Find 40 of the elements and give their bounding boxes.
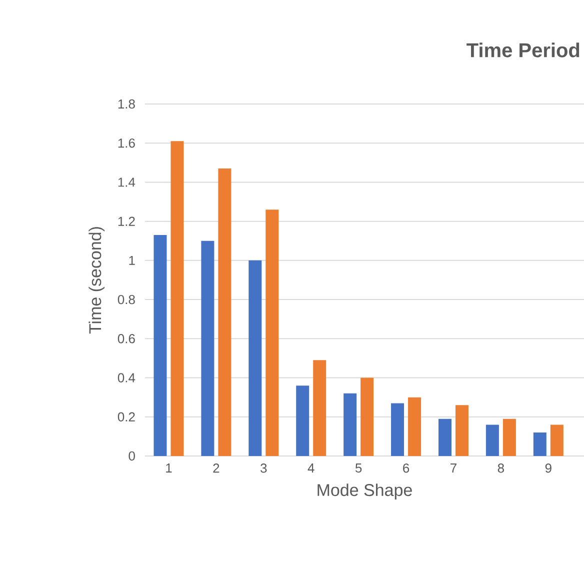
y-tick-label: 0.6 xyxy=(118,334,135,344)
y-tick-label: 0 xyxy=(128,451,135,461)
x-tick-label: 4 xyxy=(308,464,314,472)
bar xyxy=(218,168,232,456)
x-tick-label: 5 xyxy=(355,464,362,473)
x-tick-label: 9 xyxy=(545,464,552,473)
bar xyxy=(486,424,499,456)
x-tick-label: 1 xyxy=(166,464,172,472)
x-tick-label: 7 xyxy=(450,464,456,472)
x-tick-label: 2 xyxy=(213,464,220,473)
bar xyxy=(201,240,214,456)
bar xyxy=(344,393,357,456)
y-tick-label: 0.4 xyxy=(118,373,136,382)
x-axis-title: Mode Shape xyxy=(318,484,412,500)
bar xyxy=(170,141,184,456)
y-axis-title: Time (second) xyxy=(88,227,105,334)
bar xyxy=(533,432,546,456)
bar xyxy=(248,260,262,456)
y-tick-label: 1 xyxy=(129,256,135,265)
bar xyxy=(408,397,422,456)
y-tick-label: 1.6 xyxy=(118,138,135,148)
x-tick-label: 3 xyxy=(260,464,267,473)
y-tick-label: 0.8 xyxy=(118,294,135,304)
bar xyxy=(296,386,310,456)
y-tick-label: 0.2 xyxy=(118,412,135,422)
chart-title: Time Period xyxy=(466,42,580,58)
bar xyxy=(391,403,404,456)
bar xyxy=(266,210,279,456)
x-tick-label: 6 xyxy=(403,464,410,473)
bar xyxy=(455,405,468,456)
bar xyxy=(502,418,516,456)
bar xyxy=(313,360,326,456)
y-tick-label: 1.8 xyxy=(118,99,135,109)
bar xyxy=(154,235,167,456)
bar xyxy=(438,418,452,456)
y-tick-label: 1.4 xyxy=(118,178,136,187)
bar xyxy=(360,378,374,456)
bar xyxy=(550,424,564,456)
y-tick-label: 1.2 xyxy=(118,216,135,226)
x-tick-label: 8 xyxy=(498,464,504,473)
